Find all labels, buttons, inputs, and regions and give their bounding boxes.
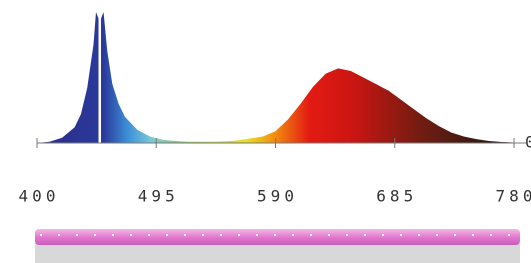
spectrum-area	[37, 12, 514, 143]
bar-light	[35, 229, 520, 245]
x-tick-label: 780	[496, 187, 531, 206]
bar-holder	[35, 243, 520, 263]
x-tick-label: 685	[376, 187, 417, 206]
y-tick-label: 0	[525, 133, 531, 152]
x-tick-label: 495	[138, 187, 179, 206]
x-tick-label: 400	[19, 187, 60, 206]
chart: 400 495 590 685 780 0	[0, 0, 531, 263]
led-bar-photo	[35, 229, 520, 263]
x-tick-label: 590	[257, 187, 298, 206]
page: 4004955906857800 (() => { const data = J…	[0, 0, 531, 263]
